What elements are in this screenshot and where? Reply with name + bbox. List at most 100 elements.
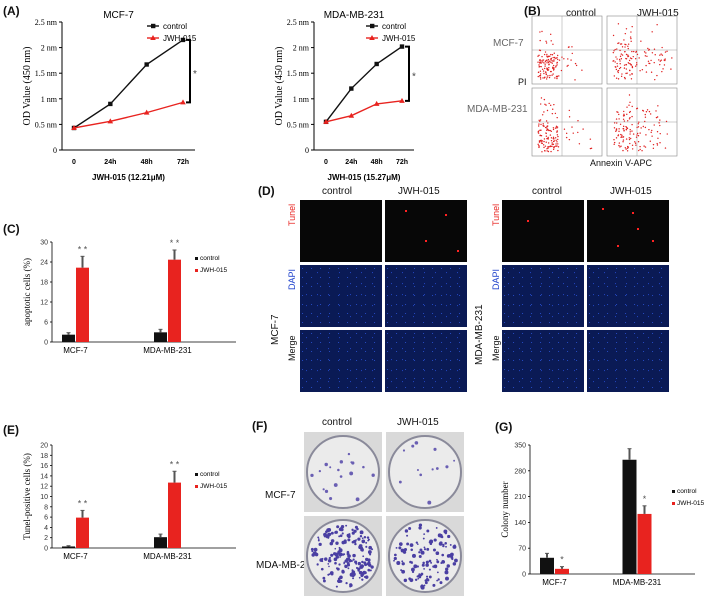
flow-event	[616, 62, 618, 65]
panel-letter-a: (A)	[3, 4, 20, 18]
flow-event	[630, 37, 632, 40]
colony	[403, 578, 408, 583]
culture-dish	[388, 519, 462, 593]
flow-event	[545, 73, 547, 76]
flow-event	[546, 150, 548, 152]
colony	[317, 538, 320, 540]
flow-event	[657, 105, 659, 107]
colony	[318, 542, 322, 546]
flow-event	[548, 76, 551, 79]
bar	[637, 513, 652, 574]
significance-mark: *	[643, 494, 647, 504]
flow-event	[639, 145, 641, 148]
flow-event	[545, 120, 548, 122]
significance-mark: * *	[170, 459, 180, 469]
flow-event	[540, 140, 542, 143]
tunel-left-col-control: control	[322, 186, 353, 197]
flow-event	[617, 71, 619, 74]
colony	[341, 540, 346, 545]
line-chart-mcf7: 0 0.5 nm 1 nm 1.5 nm 2 nm 2.5 nm 0 24h 48h 72h JWH…	[22, 10, 197, 182]
x-tick-label: 24h	[104, 159, 116, 166]
y-tick-label: 0	[44, 340, 48, 347]
bar	[154, 537, 167, 548]
flow-event	[625, 68, 628, 70]
flow-event	[539, 31, 541, 33]
flow-event	[547, 75, 549, 77]
flow-event	[643, 51, 646, 53]
flow-event	[646, 109, 649, 111]
colony	[428, 568, 431, 571]
flow-event	[625, 53, 628, 56]
flow-event	[567, 46, 570, 48]
flow-event	[636, 134, 638, 136]
flow-event	[628, 137, 631, 139]
flow-event	[565, 136, 568, 139]
flow-event	[651, 135, 653, 137]
culture-dish	[306, 435, 380, 509]
flow-event	[547, 58, 550, 61]
chart-title: MCF-7	[103, 10, 134, 21]
colony	[418, 526, 422, 530]
colony	[336, 567, 340, 571]
y-axis-label: Colony number	[500, 481, 510, 537]
flow-event	[656, 116, 659, 118]
colony	[426, 529, 430, 533]
flow-event	[547, 138, 549, 140]
x-tick-label: MCF-7	[63, 552, 88, 561]
data-point	[374, 61, 379, 67]
flow-event	[563, 58, 565, 60]
colony	[322, 488, 325, 491]
colony	[337, 468, 340, 472]
colony	[324, 462, 328, 467]
flow-event	[645, 111, 648, 113]
flow-event	[631, 144, 634, 146]
colony	[327, 558, 332, 563]
x-tick-label: 72h	[396, 159, 408, 166]
colony	[401, 562, 405, 566]
colony	[393, 553, 397, 557]
panel-letter-g: (G)	[495, 420, 513, 434]
flow-event	[617, 23, 620, 25]
colony	[369, 569, 372, 572]
flow-event	[623, 67, 626, 69]
flow-event	[549, 134, 552, 136]
flow-event	[546, 109, 549, 112]
flow-event	[543, 53, 546, 56]
colony	[445, 465, 449, 469]
flow-event	[620, 53, 623, 55]
legend-label-control: control	[200, 471, 220, 478]
colony	[313, 547, 318, 552]
y-tick-label: 0.5 nm	[287, 120, 310, 129]
flow-event	[626, 106, 628, 108]
flow-event	[614, 48, 616, 51]
colony	[327, 537, 330, 539]
flow-event	[543, 138, 546, 140]
flow-event	[635, 144, 637, 146]
flow-event	[647, 47, 649, 50]
flow-event	[570, 59, 572, 61]
colony	[367, 558, 371, 562]
flow-event	[623, 64, 626, 66]
colony	[414, 578, 418, 582]
flow-event	[635, 50, 638, 53]
flow-col-jwh: JWH-015	[637, 8, 679, 19]
flow-event	[639, 148, 641, 151]
legend-swatch-control	[672, 490, 675, 493]
flow-event	[589, 138, 592, 140]
flow-event	[556, 54, 559, 57]
flow-event	[624, 78, 626, 80]
colony	[395, 546, 398, 549]
legend-label-jwh: JWH-015	[382, 34, 416, 43]
colony	[335, 585, 338, 588]
flow-event	[633, 50, 635, 53]
y-tick-label: 18	[40, 453, 48, 460]
y-tick-label: 8	[44, 504, 48, 511]
colony	[443, 529, 448, 534]
flow-event	[549, 70, 552, 73]
flow-row-mcf7: MCF-7	[493, 38, 524, 49]
colony	[432, 548, 436, 552]
flow-event	[623, 129, 625, 132]
colony	[453, 459, 456, 462]
flow-event	[537, 132, 540, 134]
flow-event	[547, 147, 549, 149]
